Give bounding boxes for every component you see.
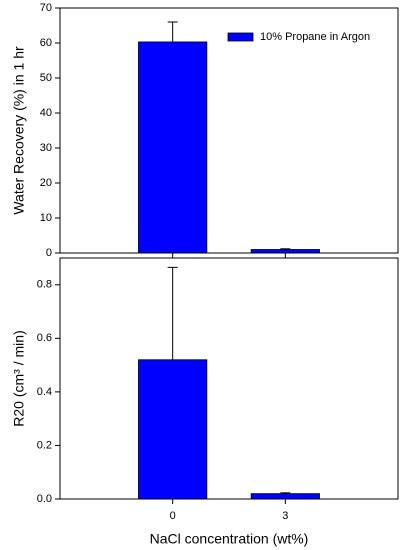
y-tick-label: 20 xyxy=(40,177,52,189)
bar xyxy=(250,249,320,254)
legend-label: 10% Propane in Argon xyxy=(260,31,370,43)
y-tick-label: 0 xyxy=(46,247,52,259)
y-tick-label: 70 xyxy=(40,2,52,14)
y-tick-label: 0.0 xyxy=(37,493,52,505)
y-axis-label: R20 (cm³ / min) xyxy=(11,330,27,426)
y-tick-label: 0.2 xyxy=(37,439,52,451)
y-tick-label: 40 xyxy=(40,107,52,119)
legend-swatch xyxy=(227,32,254,42)
x-axis-label: NaCl concentration (wt%) xyxy=(150,531,309,547)
x-tick-label: 0 xyxy=(170,510,176,522)
bar xyxy=(138,41,208,254)
y-tick-label: 60 xyxy=(40,37,52,49)
x-tick-label: 3 xyxy=(282,510,288,522)
bar xyxy=(138,359,208,500)
y-tick-label: 30 xyxy=(40,142,52,154)
y-tick-label: 0.8 xyxy=(37,279,52,291)
y-tick-label: 50 xyxy=(40,72,52,84)
plot-frame xyxy=(59,257,399,500)
y-tick-label: 0.4 xyxy=(37,386,52,398)
y-tick-label: 10 xyxy=(40,212,52,224)
y-axis-label: Water Recovery (%) in 1 hr xyxy=(11,46,27,215)
plot-frame xyxy=(59,7,399,254)
bar xyxy=(250,493,320,500)
y-tick-label: 0.6 xyxy=(37,332,52,344)
